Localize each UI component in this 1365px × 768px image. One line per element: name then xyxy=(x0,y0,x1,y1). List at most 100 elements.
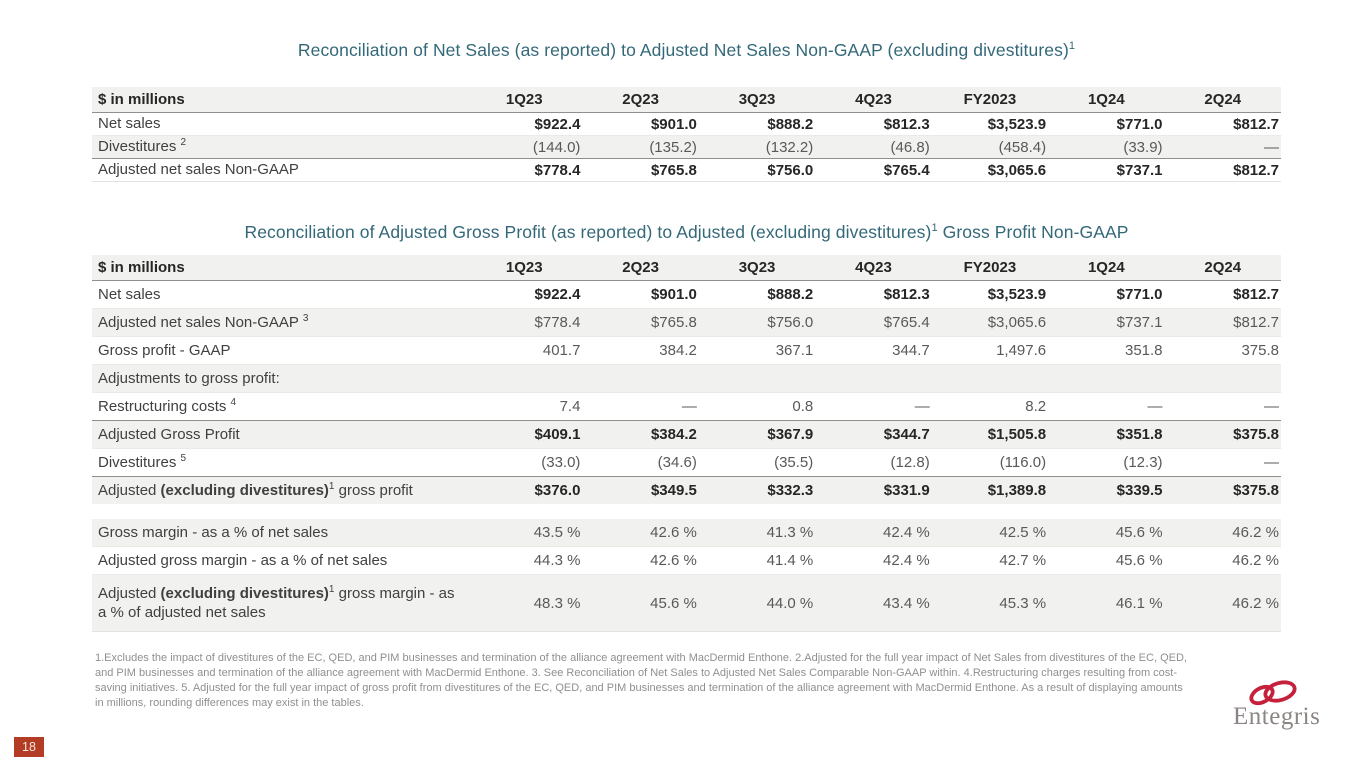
table-row: Gross profit - GAAP 401.7 384.2 367.1 344.7 1… xyxy=(92,336,1281,365)
cell-value: 45.6 % xyxy=(582,574,699,632)
column-header: 2Q24 xyxy=(1164,255,1281,281)
table-header-row: $ in millions 1Q23 2Q23 3Q23 4Q23 FY2023 1Q24 2… xyxy=(92,87,1281,113)
superscript: 1 xyxy=(1068,40,1076,53)
cell-value: 0.8 xyxy=(698,392,816,421)
text-part: Net sales xyxy=(98,115,161,133)
cell-value xyxy=(582,364,699,393)
text-part: gross margin - as a % of adjusted net sa… xyxy=(98,584,455,622)
cell-value: $409.1 xyxy=(466,420,583,449)
cell-value: (35.5) xyxy=(698,448,816,477)
text-part: Net sales xyxy=(98,285,161,303)
table-row: Adjusted gross margin - as a % of net sa… xyxy=(92,546,1281,575)
cell-value: 42.4 % xyxy=(815,519,932,547)
cell-value: $922.4 xyxy=(466,112,583,136)
cell-value: $922.4 xyxy=(466,280,583,309)
entegris-rings-icon xyxy=(1249,680,1297,706)
cell-value: $771.0 xyxy=(1048,112,1165,136)
cell-value: 46.2 % xyxy=(1164,574,1281,632)
cell-value: 45.3 % xyxy=(931,574,1049,632)
cell-value: 1,497.6 xyxy=(931,336,1049,365)
footnotes: 1.Excludes the impact of divestitures of… xyxy=(95,652,1187,709)
cell-value: (12.8) xyxy=(815,448,932,477)
table-body: Net sales $922.4 $901.0 $888.2 $812.3 $3,523.… xyxy=(92,280,1281,632)
text-part: Divestitures xyxy=(98,453,181,471)
column-header: 3Q23 xyxy=(698,255,816,281)
cell-value: — xyxy=(582,392,699,421)
cell-value: $3,523.9 xyxy=(931,112,1049,136)
cell-value: $3,065.6 xyxy=(931,308,1049,337)
cell-value: $765.8 xyxy=(582,158,699,182)
spacer-row xyxy=(92,504,1281,519)
table-row: Adjusted net sales Non-GAAP $778.4 $765.8 $… xyxy=(92,158,1281,182)
table-row: Adjusted (excluding divestitures)1 gross… xyxy=(92,574,1281,632)
table-row: Divestitures 2 (144.0) (135.2) (132.2) (46.8… xyxy=(92,135,1281,159)
cell-value: $812.7 xyxy=(1164,280,1281,309)
cell-value: 401.7 xyxy=(466,336,583,365)
cell-value: $901.0 xyxy=(582,280,699,309)
text-part: Adjusted gross margin - as a % of net sa… xyxy=(98,551,388,569)
cell-value: $765.4 xyxy=(815,158,932,182)
cell-value xyxy=(1048,364,1165,393)
row-label: Net sales xyxy=(92,112,466,136)
cell-value: 8.2 xyxy=(931,392,1049,421)
cell-value: 46.1 % xyxy=(1048,574,1165,632)
cell-value: 41.3 % xyxy=(698,519,816,547)
cell-value: $888.2 xyxy=(698,112,816,136)
cell-value: (12.3) xyxy=(1048,448,1165,477)
table-row: Adjusted Gross Profit $409.1 $384.2 $367.9 $… xyxy=(92,420,1281,449)
column-header: 4Q23 xyxy=(815,87,932,113)
text-part: Adjusted Gross Profit xyxy=(98,425,240,443)
cell-value: $812.3 xyxy=(815,280,932,309)
cell-value: (33.9) xyxy=(1048,135,1165,159)
table-row: Adjusted (excluding divestitures)1 gross… xyxy=(92,476,1281,504)
superscript: 2 xyxy=(180,137,187,149)
cell-value: 351.8 xyxy=(1048,336,1165,365)
cell-value: $771.0 xyxy=(1048,280,1165,309)
gross-profit-table-title: Reconciliation of Adjusted Gross Profit … xyxy=(92,222,1281,243)
cell-value: 46.2 % xyxy=(1164,546,1281,575)
cell-value: $3,523.9 xyxy=(931,280,1049,309)
cell-value: (135.2) xyxy=(582,135,699,159)
text-part: Restructuring costs xyxy=(98,397,231,415)
cell-value: 344.7 xyxy=(815,336,932,365)
row-label: Restructuring costs 4 xyxy=(92,392,466,421)
cell-value: 42.5 % xyxy=(931,519,1049,547)
cell-value: $344.7 xyxy=(815,420,932,449)
cell-value xyxy=(815,364,932,393)
text-part: Reconciliation of Net Sales (as reported… xyxy=(297,40,1069,60)
text-part: Divestitures xyxy=(98,138,181,156)
cell-value: (144.0) xyxy=(466,135,583,159)
cell-value: 43.4 % xyxy=(815,574,932,632)
cell-value: 375.8 xyxy=(1164,336,1281,365)
cell-value: 43.5 % xyxy=(466,519,583,547)
cell-value: (34.6) xyxy=(582,448,699,477)
cell-value: $1,389.8 xyxy=(931,476,1049,504)
cell-value: 44.3 % xyxy=(466,546,583,575)
cell-value: 367.1 xyxy=(698,336,816,365)
text-part: Gross margin - as a % of net sales xyxy=(98,523,329,541)
column-header: 3Q23 xyxy=(698,87,816,113)
row-label: Adjustments to gross profit: xyxy=(92,364,466,393)
cell-value: (458.4) xyxy=(931,135,1049,159)
cell-value: $349.5 xyxy=(582,476,699,504)
cell-value: 7.4 xyxy=(466,392,583,421)
cell-value: 42.4 % xyxy=(815,546,932,575)
cell-value: — xyxy=(1164,392,1281,421)
cell-value xyxy=(466,364,583,393)
cell-value: 45.6 % xyxy=(1048,519,1165,547)
cell-value: $331.9 xyxy=(815,476,932,504)
cell-value: $3,065.6 xyxy=(931,158,1049,182)
text-part: Adjustments to gross profit: xyxy=(98,369,280,387)
cell-value: 42.7 % xyxy=(931,546,1049,575)
entegris-logo-text: Entegris xyxy=(1233,703,1321,730)
superscript: 5 xyxy=(180,452,187,464)
cell-value xyxy=(931,364,1049,393)
cell-value: $332.3 xyxy=(698,476,816,504)
cell-value: 44.0 % xyxy=(698,574,816,632)
entegris-logo: Entegris xyxy=(1233,680,1321,730)
cell-value: (132.2) xyxy=(698,135,816,159)
column-header: FY2023 xyxy=(931,87,1049,113)
table-row: Net sales $922.4 $901.0 $888.2 $812.3 $3,523.… xyxy=(92,280,1281,309)
row-label: Adjusted net sales Non-GAAP xyxy=(92,158,466,182)
cell-value: $376.0 xyxy=(466,476,583,504)
